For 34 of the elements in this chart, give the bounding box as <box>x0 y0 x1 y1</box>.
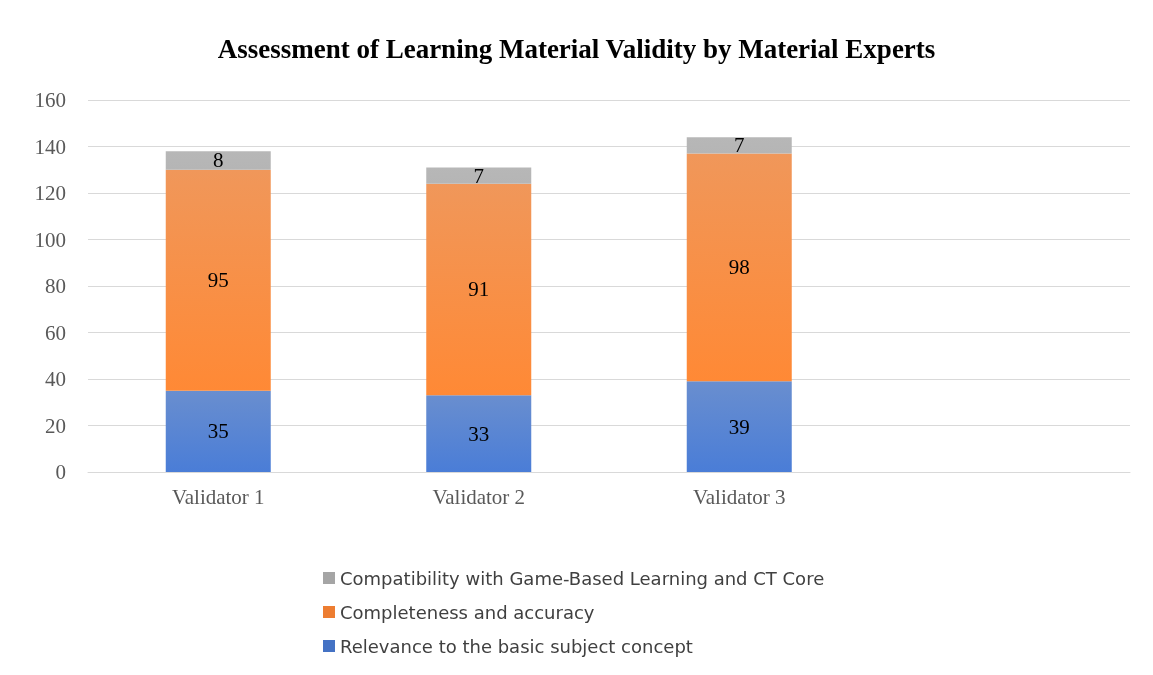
data-label: 39 <box>728 414 750 439</box>
y-tick-label: 20 <box>45 413 66 438</box>
y-tick-label: 80 <box>45 274 66 298</box>
data-label: 98 <box>728 255 750 280</box>
data-label: 7 <box>473 163 484 188</box>
bar <box>165 169 271 391</box>
bar <box>426 395 532 472</box>
y-tick-label: 0 <box>55 460 66 484</box>
x-tick-label: Validator 3 <box>692 484 786 509</box>
x-tick-label: Validator 2 <box>432 484 526 509</box>
legend-label: Completeness and accuracy <box>340 601 595 623</box>
data-label: 8 <box>213 148 224 173</box>
bar <box>686 153 792 382</box>
data-label: 7 <box>734 133 745 158</box>
bar <box>165 390 271 472</box>
y-tick-label: 160 <box>34 88 66 112</box>
bar <box>426 183 532 396</box>
legend-label: Compatibility with Game-Based Learning and CT Core <box>340 567 825 589</box>
y-tick-label: 140 <box>34 134 66 159</box>
x-tick-label: Validator 1 <box>171 484 265 509</box>
data-label: 91 <box>468 277 490 302</box>
data-label: 33 <box>468 421 490 446</box>
y-tick-label: 100 <box>34 227 66 252</box>
legend-label: Relevance to the basic subject concept <box>340 635 693 657</box>
data-label: 35 <box>207 419 229 444</box>
y-tick-label: 120 <box>34 181 66 205</box>
bar <box>426 167 532 184</box>
y-tick-label: 40 <box>45 367 66 391</box>
data-label: 95 <box>207 268 229 293</box>
y-tick-label: 60 <box>45 320 66 345</box>
bar <box>686 137 792 154</box>
bar <box>686 381 792 472</box>
bar <box>165 151 271 170</box>
chart-title: Assessment of Learning Material Validity by Material Experts <box>217 33 936 64</box>
